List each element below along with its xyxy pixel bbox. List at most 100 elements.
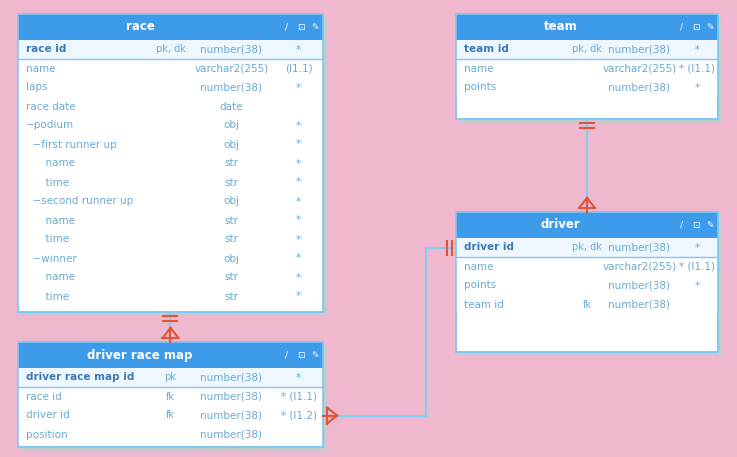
Text: *: *	[296, 292, 301, 302]
Text: varchar2(255): varchar2(255)	[602, 64, 677, 74]
Text: * (I1.1): * (I1.1)	[281, 392, 317, 402]
Text: −second runner up: −second runner up	[26, 197, 133, 207]
Text: number(38): number(38)	[200, 430, 262, 440]
FancyBboxPatch shape	[22, 346, 327, 451]
Text: laps: laps	[26, 83, 47, 92]
Bar	[18, 211, 323, 230]
Text: pk, dk: pk, dk	[156, 44, 186, 54]
Text: *: *	[694, 281, 699, 291]
Bar	[18, 249, 323, 268]
Bar	[18, 59, 323, 78]
Text: *: *	[296, 159, 301, 169]
Text: race: race	[125, 21, 155, 33]
Text: /: /	[285, 351, 288, 360]
Bar	[18, 287, 323, 306]
Text: fk: fk	[166, 392, 175, 402]
Text: ⊡: ⊡	[297, 351, 305, 360]
Text: * (I1.1): * (I1.1)	[679, 261, 715, 271]
Bar	[456, 276, 718, 295]
FancyBboxPatch shape	[460, 18, 722, 123]
Text: number(38): number(38)	[200, 372, 262, 383]
Text: ✎: ✎	[706, 22, 713, 32]
FancyBboxPatch shape	[18, 342, 323, 447]
Bar	[18, 425, 323, 444]
Text: team id: team id	[464, 299, 504, 309]
Bar	[18, 116, 323, 135]
Text: points: points	[464, 281, 496, 291]
Text: position: position	[26, 430, 68, 440]
Text: (I1.1): (I1.1)	[284, 64, 312, 74]
Text: race id: race id	[26, 44, 66, 54]
Text: number(38): number(38)	[609, 281, 671, 291]
Text: *: *	[296, 272, 301, 282]
Text: name: name	[464, 64, 494, 74]
Text: number(38): number(38)	[609, 44, 671, 54]
FancyBboxPatch shape	[456, 212, 718, 238]
Text: * (I1.2): * (I1.2)	[281, 410, 317, 420]
Text: ✎: ✎	[311, 22, 318, 32]
Text: obj: obj	[223, 254, 240, 264]
Text: *: *	[296, 139, 301, 149]
FancyBboxPatch shape	[456, 14, 718, 119]
Text: str: str	[225, 159, 239, 169]
Bar	[18, 387, 323, 406]
Text: obj: obj	[223, 139, 240, 149]
Bar	[18, 40, 323, 59]
Text: *: *	[296, 216, 301, 225]
Text: str: str	[225, 216, 239, 225]
Text: −winner: −winner	[26, 254, 77, 264]
FancyBboxPatch shape	[18, 14, 323, 312]
Text: name: name	[26, 159, 75, 169]
Bar	[18, 268, 323, 287]
Text: str: str	[225, 292, 239, 302]
Text: points: points	[464, 83, 496, 92]
Text: obj: obj	[223, 197, 240, 207]
Text: number(38): number(38)	[609, 83, 671, 92]
Text: number(38): number(38)	[200, 83, 262, 92]
FancyBboxPatch shape	[460, 216, 722, 356]
FancyBboxPatch shape	[456, 212, 718, 352]
Text: varchar2(255): varchar2(255)	[195, 64, 268, 74]
Text: name: name	[26, 216, 75, 225]
Bar	[18, 192, 323, 211]
Text: number(38): number(38)	[609, 299, 671, 309]
Text: time: time	[26, 234, 69, 244]
Text: *: *	[296, 234, 301, 244]
Text: *: *	[694, 83, 699, 92]
FancyBboxPatch shape	[456, 14, 718, 40]
Text: ⊡: ⊡	[297, 22, 305, 32]
Bar	[456, 78, 718, 97]
Text: /: /	[680, 22, 683, 32]
Bar	[18, 78, 323, 97]
Text: −podium: −podium	[26, 121, 74, 131]
Bar	[456, 257, 718, 276]
Text: driver race map id: driver race map id	[26, 372, 134, 383]
Text: *: *	[296, 121, 301, 131]
Text: driver: driver	[541, 218, 581, 232]
Text: driver id: driver id	[464, 243, 514, 253]
Text: number(38): number(38)	[200, 44, 262, 54]
Text: *: *	[694, 243, 699, 253]
Text: pk: pk	[164, 372, 176, 383]
Bar	[18, 368, 323, 387]
Text: *: *	[694, 44, 699, 54]
Text: *: *	[296, 44, 301, 54]
Text: varchar2(255): varchar2(255)	[602, 261, 677, 271]
Text: ✎: ✎	[706, 220, 713, 229]
Text: str: str	[225, 272, 239, 282]
Text: driver id: driver id	[26, 410, 70, 420]
Text: number(38): number(38)	[200, 392, 262, 402]
FancyBboxPatch shape	[22, 18, 327, 316]
Text: *: *	[296, 177, 301, 187]
Text: time: time	[26, 292, 69, 302]
Text: number(38): number(38)	[609, 243, 671, 253]
Text: race date: race date	[26, 101, 76, 112]
Text: race id: race id	[26, 392, 62, 402]
FancyBboxPatch shape	[18, 14, 323, 40]
Text: driver race map: driver race map	[87, 349, 192, 361]
Bar	[456, 238, 718, 257]
Bar	[18, 406, 323, 425]
Text: str: str	[225, 234, 239, 244]
Text: ⊡: ⊡	[692, 220, 699, 229]
Text: ⊡: ⊡	[692, 22, 699, 32]
